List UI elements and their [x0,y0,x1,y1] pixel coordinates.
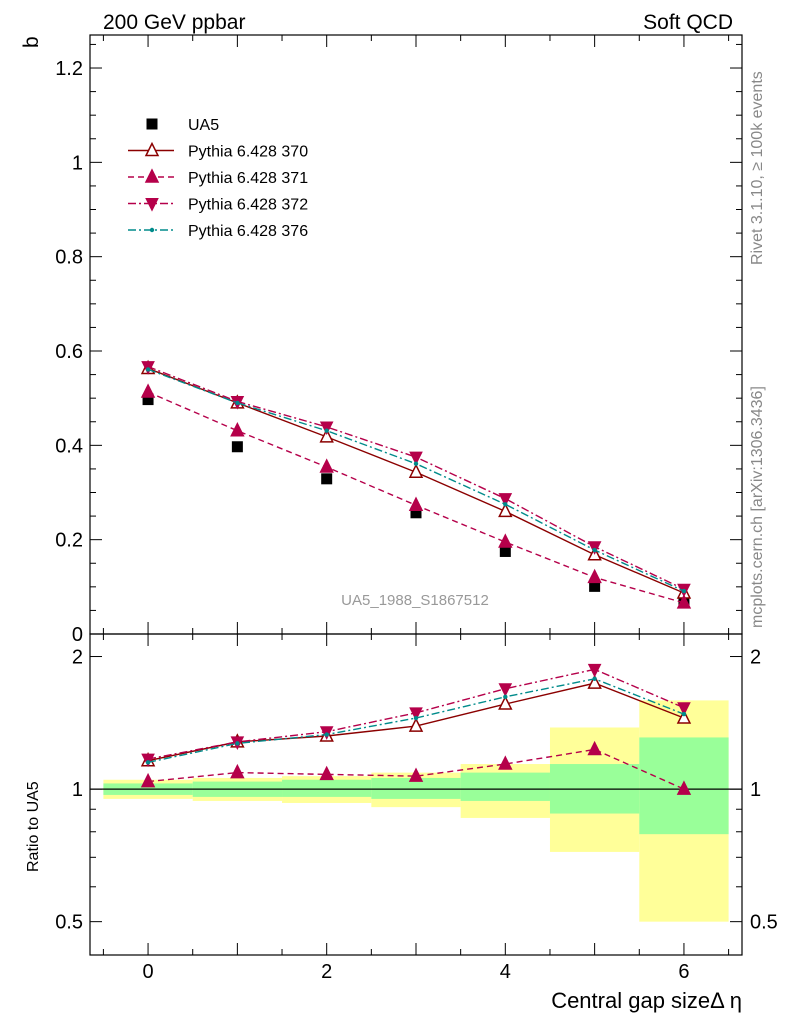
xtick-label: 4 [500,961,511,983]
green-band-3 [371,777,461,799]
ratio-plot: 0.5 0.5 1 1 2 2 0 2 4 6 [55,633,778,983]
header-right: Soft QCD [643,11,733,34]
ytick-label: 0.4 [55,435,83,457]
mcplots-label: mcplots.cern.ch [arXiv:1306.3436] [749,386,766,628]
data-point [141,753,155,768]
data-point [498,695,513,710]
data-point [319,421,334,436]
data-point [587,663,602,678]
data-point [145,367,151,372]
data-point [498,755,513,770]
ytick-label: 1.2 [55,58,83,80]
ytick-label: 0.2 [55,530,83,552]
ytick-label: 2 [72,647,83,669]
ratio-ylabel: Ratio to UA5 [25,781,42,872]
data-point [142,394,154,406]
data-point [235,741,240,746]
series-pythia-6-428-372 [141,663,691,768]
analysis-watermark: UA5_1988_S1867512 [341,592,489,609]
data-point [409,707,423,721]
ytick-label: 0 [72,624,83,646]
data-point [319,428,334,443]
ytick-label-right: 0.5 [750,912,778,934]
data-point [587,674,602,689]
ytick-label: 0.5 [55,912,83,934]
ytick-label: 0.6 [55,341,83,363]
data-point [681,588,687,594]
data-point [589,580,601,592]
data-point [498,493,513,507]
main-plot: 0 0.2 0.4 0.6 0.8 1 1.2 [55,34,743,646]
series-pythia-6-428-376 [145,367,687,594]
data-point [413,715,419,721]
data-point [145,760,151,765]
data-point [498,533,513,548]
legend-marker [144,141,160,157]
legend-label: Pythia 6.428 370 [188,144,308,161]
data-point [676,780,692,795]
xtick-label: 6 [678,961,689,983]
data-point [503,502,508,507]
data-point [587,568,602,584]
data-point [235,400,240,406]
series-pythia-6-428-376 [145,676,687,765]
legend-label: Pythia 6.428 371 [188,170,308,187]
data-point [231,441,243,453]
data-point [592,547,597,553]
ytick-label: 1 [72,779,83,801]
data-point [413,461,419,466]
data-point [587,541,602,555]
data-point [321,473,333,485]
data-point [409,451,423,466]
data-point [592,676,597,682]
header-left: 200 GeV ppbar [103,11,245,34]
data-point [140,383,156,398]
legend: UA5 Pythia 6.428 370 Pythia 6.428 371 Pythi… [128,117,308,240]
data-point [676,594,692,609]
data-point [499,545,511,557]
legend-marker [149,227,155,233]
data-point [230,422,245,437]
main-ylabel: b [20,36,43,48]
x-axis-title: Central gap sizeΔ η [551,988,742,1013]
data-point [319,458,334,473]
legend-label: Pythia 6.428 372 [188,197,308,214]
data-point [324,732,329,737]
data-point [677,702,691,716]
data-point [319,765,334,781]
legend-marker [144,168,160,183]
ytick-label: 1 [72,152,83,174]
data-point [498,683,513,697]
ytick-label: 0.8 [55,247,83,269]
data-point [230,763,245,779]
legend-label: Pythia 6.428 376 [188,223,308,240]
ytick-label-right: 2 [750,647,761,669]
series-line [147,367,685,594]
ytick-label-right: 1 [750,779,761,801]
legend-marker [145,198,159,212]
green-band-2 [282,779,372,797]
data-point [140,772,156,788]
legend-marker [146,118,158,130]
series-pythia-6-428-371 [140,740,692,795]
data-point [410,507,422,519]
data-point [498,502,513,518]
data-point [324,428,329,433]
legend-label: UA5 [188,117,219,134]
data-point [408,496,424,511]
data-point [587,740,602,756]
xtick-label: 2 [321,961,332,983]
xtick-label: 0 [142,961,153,983]
data-point [408,463,424,478]
data-point [503,694,508,700]
data-point [676,709,692,724]
series-pythia-6-428-371 [140,383,692,609]
data-point [681,711,687,717]
rivet-label: Rivet 3.1.10, ≥ 100k events [749,71,766,265]
data-point [408,767,424,782]
green-band-4 [460,772,550,801]
data-point [408,717,424,732]
